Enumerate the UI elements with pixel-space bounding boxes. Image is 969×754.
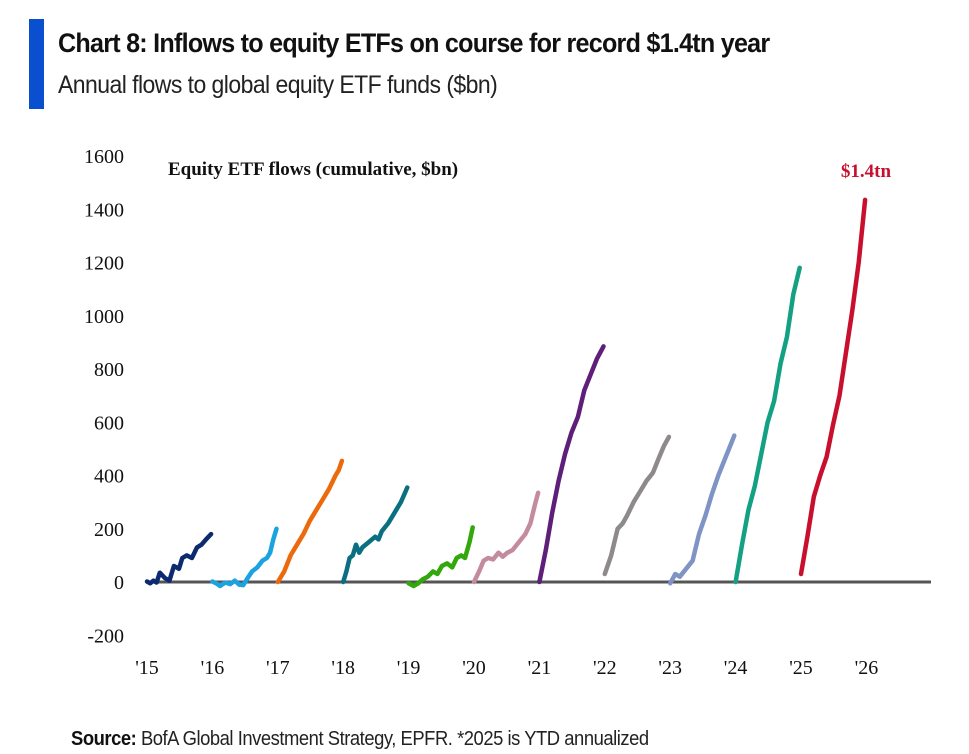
source-label: Source:	[71, 728, 137, 750]
y-axis-ticks: 1600 1400 1200 1000 800 600 400 200 0 -200	[84, 146, 124, 647]
series-line-2016	[210, 526, 279, 589]
y-tick-label: 800	[94, 359, 124, 381]
x-tick-label: '22	[593, 657, 617, 679]
x-tick-label: '16	[201, 657, 225, 679]
y-tick-label: -200	[87, 625, 124, 647]
series-line-2023	[667, 433, 737, 586]
source-note: Source: BofA Global Investment Strategy,…	[71, 728, 649, 751]
x-tick-label: '26	[855, 657, 879, 679]
x-tick-label: '24	[724, 657, 748, 679]
y-tick-label: 1000	[84, 306, 124, 328]
x-tick-label: '21	[528, 657, 552, 679]
inner-chart-title: Equity ETF flows (cumulative, $bn)	[168, 159, 458, 180]
y-tick-label: 400	[94, 466, 124, 488]
series-line-2021	[537, 344, 606, 585]
x-tick-label: '23	[658, 657, 682, 679]
series-line-2022	[602, 434, 672, 577]
x-axis-ticks: '15 '16 '17 '18 '19 '20 '21 '22 '23 '24 '25 '26	[135, 657, 878, 679]
series-line-2025	[798, 197, 868, 577]
chart-title: Chart 8: Inflows to equity ETFs on cours…	[58, 28, 770, 58]
x-tick-label: '25	[789, 657, 813, 679]
series-line-2024	[733, 265, 802, 585]
series-line-2017	[275, 458, 345, 585]
annotation-label: $1.4tn	[841, 161, 892, 182]
y-tick-label: 1600	[84, 146, 124, 168]
y-tick-label: 0	[114, 572, 124, 594]
y-tick-label: 200	[94, 519, 124, 541]
series-lines	[144, 197, 868, 589]
x-tick-label: '17	[266, 657, 290, 679]
title-accent-bar	[29, 19, 44, 109]
series-line-2018	[340, 485, 410, 585]
chart-subtitle: Annual flows to global equity ETF funds …	[58, 71, 498, 99]
y-tick-label: 600	[94, 412, 124, 434]
series-line-2015	[144, 531, 214, 586]
series-line-2019	[406, 525, 475, 589]
x-tick-label: '19	[397, 657, 421, 679]
chart-plot: 1600 1400 1200 1000 800 600 400 200 0 -200 '15 '16…	[84, 146, 931, 679]
source-text: BofA Global Investment Strategy, EPFR. *…	[136, 728, 649, 750]
x-tick-label: '18	[331, 657, 355, 679]
series-line-2020	[471, 490, 541, 585]
x-tick-label: '15	[135, 657, 159, 679]
x-tick-label: '20	[462, 657, 486, 679]
y-tick-label: 1400	[84, 199, 124, 221]
y-tick-label: 1200	[84, 253, 124, 275]
